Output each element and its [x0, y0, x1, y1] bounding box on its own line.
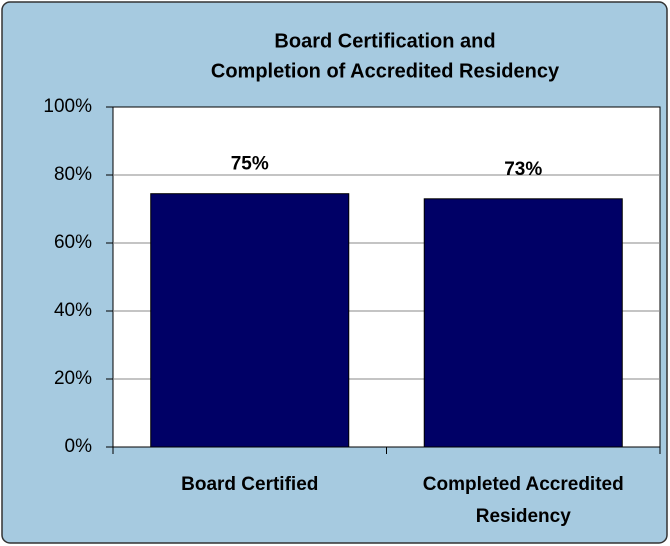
y-tick-label: 100%	[43, 96, 92, 117]
y-tick-label: 20%	[54, 368, 92, 389]
bar	[423, 198, 623, 448]
x-tick-label: Completed Accredited Residency	[422, 474, 624, 527]
chart-title: Completion of Accredited Residency	[211, 60, 560, 82]
y-tick-label: 0%	[65, 436, 93, 457]
x-tick-label: Board Certified	[181, 474, 319, 495]
data-label: 75%	[231, 154, 269, 175]
bar	[150, 193, 350, 448]
data-label: 73%	[504, 159, 542, 180]
y-tick-label: 80%	[54, 164, 92, 185]
chart-title: Board Certification and	[274, 30, 495, 52]
y-tick-label: 60%	[54, 232, 92, 253]
y-tick-label: 40%	[54, 300, 92, 321]
